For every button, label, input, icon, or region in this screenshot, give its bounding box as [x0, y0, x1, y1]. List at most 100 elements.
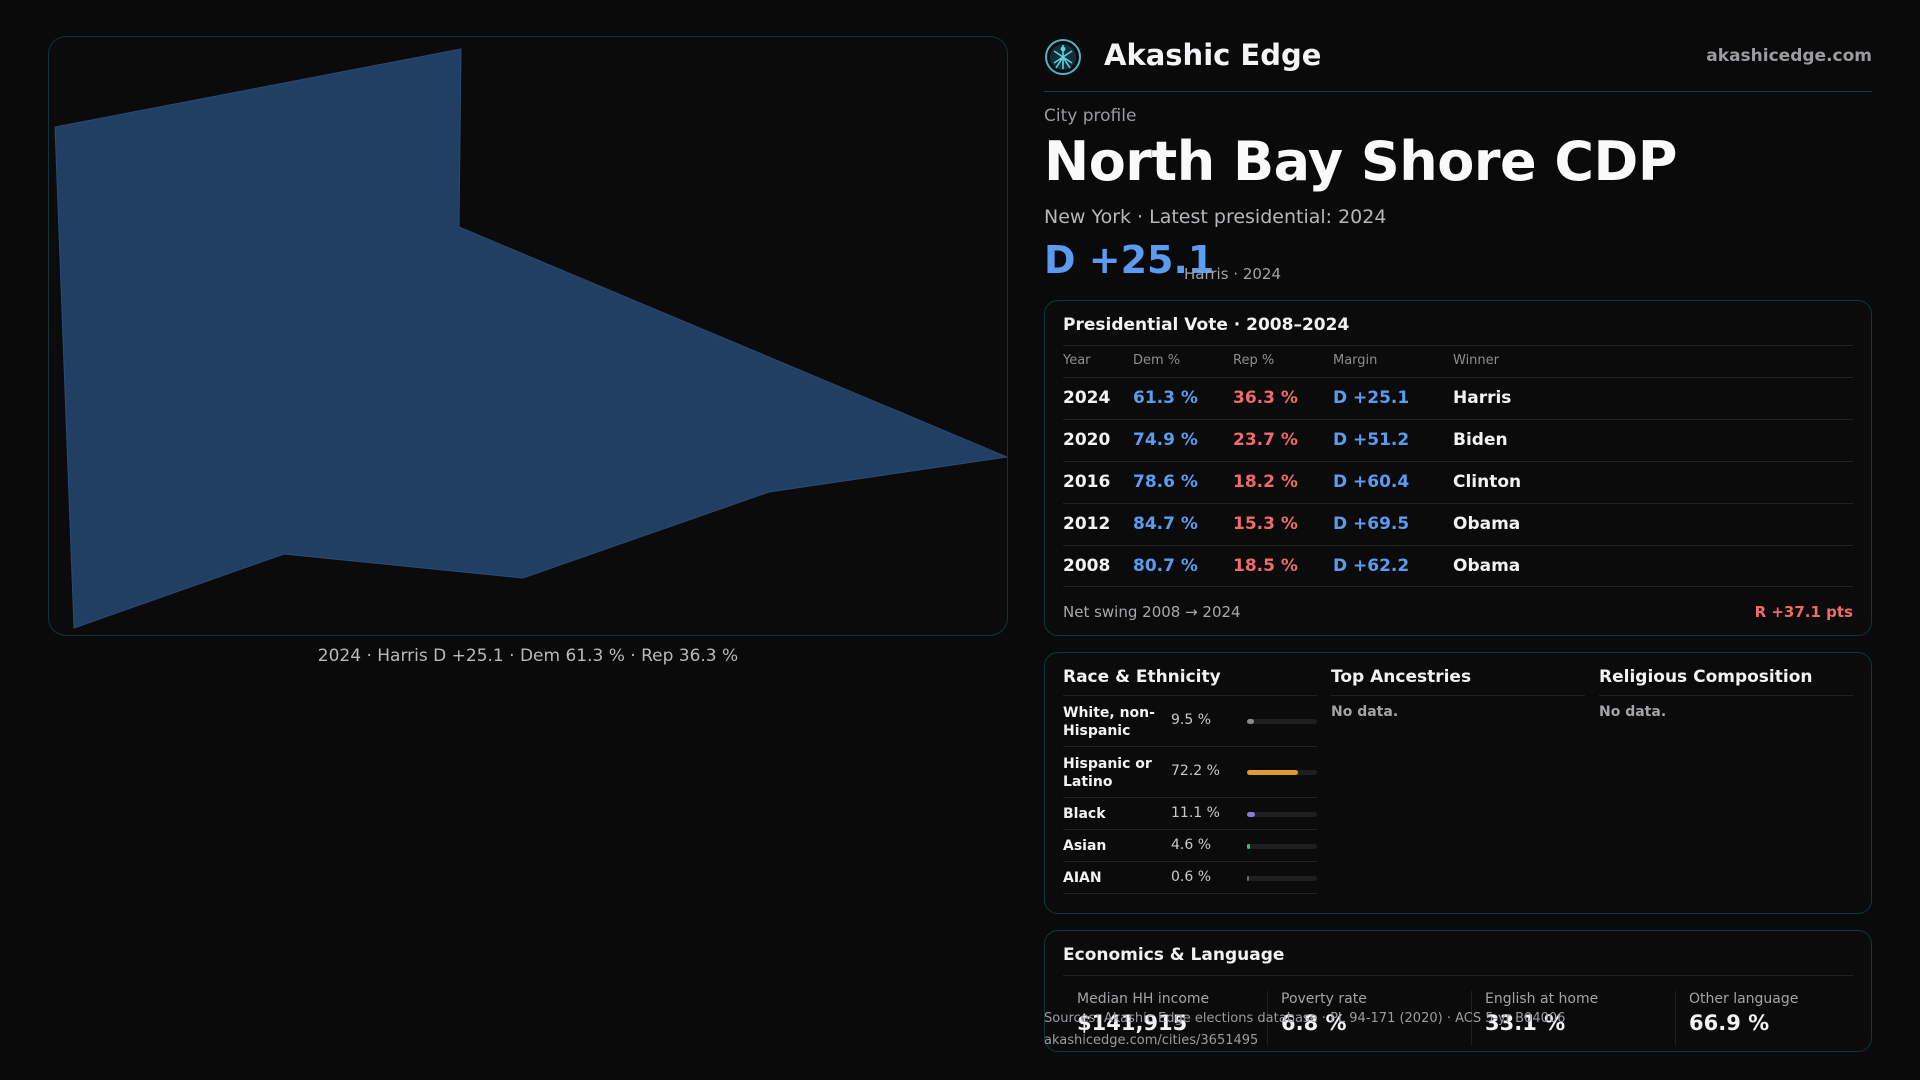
stat-other-language: Other language 66.9 % — [1689, 991, 1879, 1045]
cell-margin: D +62.2 — [1333, 556, 1410, 576]
race-ethnicity-section: Race & Ethnicity White, non-Hispanic 9.5… — [1063, 667, 1317, 894]
brand-header: Akashic Edge akashicedge.com — [1044, 34, 1872, 92]
cell-dem: 74.9 % — [1133, 430, 1198, 450]
demographics-card: Race & Ethnicity White, non-Hispanic 9.5… — [1044, 652, 1872, 914]
stat-poverty-rate: Poverty rate 6.8 % — [1281, 991, 1471, 1045]
brand-name: Akashic Edge — [1104, 38, 1322, 72]
divider — [1063, 975, 1853, 976]
headline-margin: D +25.1 — [1044, 238, 1215, 282]
cell-margin: D +60.4 — [1333, 472, 1410, 492]
list-item: Hispanic or Latino 72.2 % — [1063, 747, 1317, 798]
cell-year: 2012 — [1063, 514, 1111, 534]
race-bar — [1247, 876, 1317, 881]
cell-rep: 23.7 % — [1233, 430, 1298, 450]
cell-winner: Biden — [1453, 430, 1508, 450]
race-bar — [1247, 812, 1317, 817]
divider — [1599, 695, 1853, 696]
cell-winner: Obama — [1453, 556, 1521, 576]
vote-card-title: Presidential Vote · 2008–2024 — [1063, 315, 1350, 335]
cell-year: 2024 — [1063, 388, 1111, 408]
source-url-link[interactable]: akashicedge.com/cities/3651495 — [1044, 1033, 1259, 1048]
cell-dem: 61.3 % — [1133, 388, 1198, 408]
cell-winner: Obama — [1453, 514, 1521, 534]
stat-label: Other language — [1689, 991, 1799, 1007]
stat-label: Median HH income — [1077, 991, 1210, 1007]
stat-value: $141,915 — [1077, 1011, 1188, 1035]
cell-rep: 18.2 % — [1233, 472, 1298, 492]
race-bar-fill — [1247, 719, 1254, 724]
col-header-year: Year — [1063, 353, 1091, 368]
list-item: White, non-Hispanic 9.5 % — [1063, 696, 1317, 747]
ancestries-title: Top Ancestries — [1331, 667, 1472, 687]
map-caption: 2024 · Harris D +25.1 · Dem 61.3 % · Rep… — [317, 646, 739, 666]
race-pct: 4.6 % — [1171, 837, 1212, 853]
cell-margin: D +51.2 — [1333, 430, 1410, 450]
race-pct: 9.5 % — [1171, 712, 1212, 728]
race-bar — [1247, 770, 1317, 775]
stat-english-home: English at home 33.1 % — [1485, 991, 1675, 1045]
divider — [1063, 345, 1853, 346]
stat-value: 66.9 % — [1689, 1011, 1770, 1035]
cell-rep: 18.5 % — [1233, 556, 1298, 576]
stat-label: Poverty rate — [1281, 991, 1367, 1007]
religion-empty-text: No data. — [1599, 704, 1667, 720]
race-bar — [1247, 719, 1317, 724]
race-label: Asian — [1063, 838, 1107, 854]
cell-rep: 36.3 % — [1233, 388, 1298, 408]
net-swing-value: R +37.1 pts — [1754, 603, 1853, 621]
net-swing-row: Net swing 2008 → 2024 R +37.1 pts — [1063, 603, 1853, 621]
race-bar-fill — [1247, 844, 1250, 849]
cell-rep: 15.3 % — [1233, 514, 1298, 534]
stat-median-income: Median HH income $141,915 — [1077, 991, 1267, 1045]
col-header-winner: Winner — [1453, 353, 1500, 368]
city-boundary-shape — [54, 48, 1007, 629]
vote-table-body: 2024 61.3 % 36.3 % D +25.1 Harris 2020 7… — [1063, 377, 1853, 587]
source-note: Sources: Akashic Edge elections database… — [1044, 1008, 1565, 1052]
cell-dem: 84.7 % — [1133, 514, 1198, 534]
race-pct: 11.1 % — [1171, 805, 1220, 821]
cell-dem: 80.7 % — [1133, 556, 1198, 576]
brand-url-link[interactable]: akashicedge.com — [1706, 46, 1872, 66]
stat-value: 6.8 % — [1281, 1011, 1347, 1035]
city-map[interactable] — [48, 36, 1008, 636]
divider — [1675, 991, 1676, 1045]
col-header-rep: Rep % — [1233, 353, 1275, 368]
race-label: White, non-Hispanic — [1063, 705, 1155, 739]
race-pct: 72.2 % — [1171, 763, 1220, 779]
race-bar — [1247, 844, 1317, 849]
economics-card: Economics & Language Median HH income $1… — [1044, 930, 1872, 1052]
list-item: Black 11.1 % — [1063, 798, 1317, 830]
economics-title: Economics & Language — [1063, 945, 1285, 965]
table-row: 2024 61.3 % 36.3 % D +25.1 Harris — [1063, 377, 1853, 419]
race-label: Black — [1063, 806, 1106, 822]
presidential-vote-card: Presidential Vote · 2008–2024 Year Dem %… — [1044, 300, 1872, 636]
col-header-dem: Dem % — [1133, 353, 1181, 368]
cell-margin: D +25.1 — [1333, 388, 1410, 408]
race-pct: 0.6 % — [1171, 869, 1212, 885]
cell-winner: Clinton — [1453, 472, 1522, 492]
cell-year: 2020 — [1063, 430, 1111, 450]
divider — [1331, 695, 1585, 696]
cell-margin: D +69.5 — [1333, 514, 1410, 534]
globe-logo-icon — [1045, 39, 1081, 75]
source-citation: Sources: Akashic Edge elections database… — [1044, 1011, 1566, 1026]
stat-label: English at home — [1485, 991, 1599, 1007]
table-row: 2020 74.9 % 23.7 % D +51.2 Biden — [1063, 419, 1853, 461]
table-row: 2016 78.6 % 18.2 % D +60.4 Clinton — [1063, 461, 1853, 503]
divider — [1267, 991, 1268, 1045]
page-kicker: City profile — [1044, 106, 1137, 126]
cell-winner: Harris — [1453, 388, 1512, 408]
list-item: Asian 4.6 % — [1063, 830, 1317, 862]
divider — [1063, 695, 1317, 696]
cell-year: 2016 — [1063, 472, 1111, 492]
ancestries-section: Top Ancestries No data. — [1331, 667, 1585, 720]
race-bar-fill — [1247, 770, 1298, 775]
religion-title: Religious Composition — [1599, 667, 1813, 687]
divider — [1471, 991, 1472, 1045]
race-bar-fill — [1247, 812, 1255, 817]
table-row: 2008 80.7 % 18.5 % D +62.2 Obama — [1063, 545, 1853, 587]
cell-dem: 78.6 % — [1133, 472, 1198, 492]
ancestries-empty-text: No data. — [1331, 704, 1399, 720]
race-title: Race & Ethnicity — [1063, 667, 1221, 687]
page-title: North Bay Shore CDP — [1044, 130, 1677, 193]
